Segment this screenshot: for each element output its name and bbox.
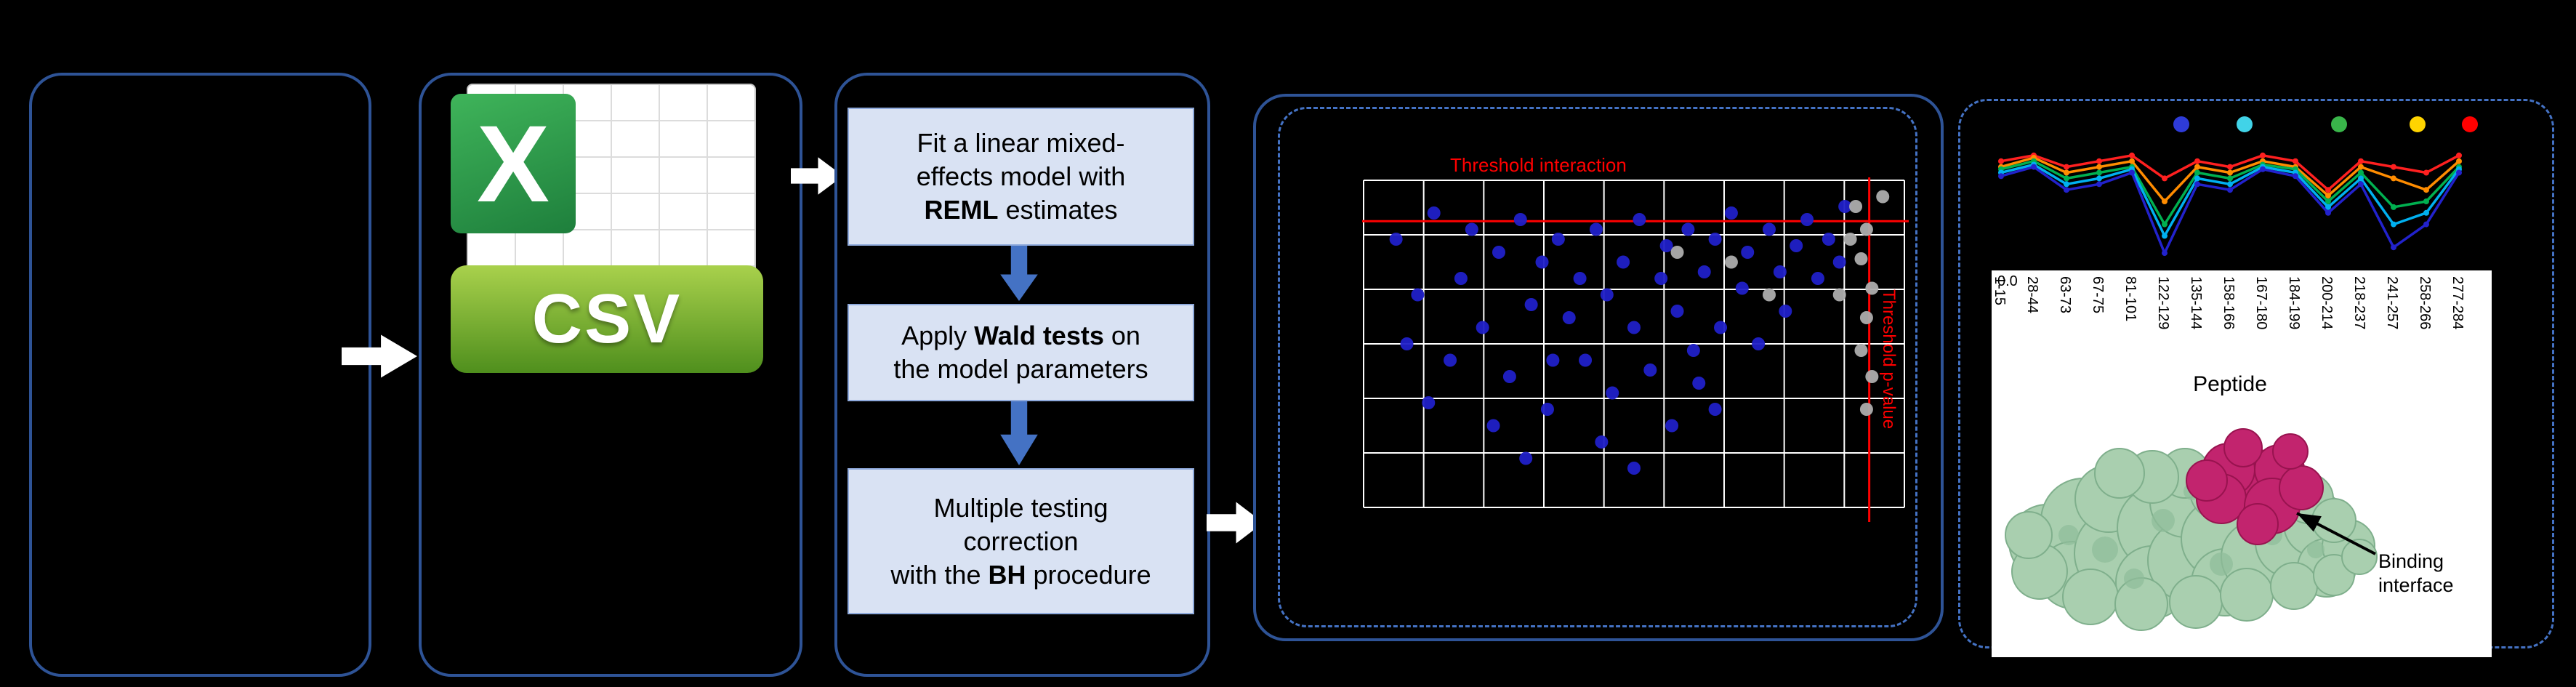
legend-dot-icon <box>2237 116 2253 132</box>
peptide-tick-label: 122-129 <box>2155 276 2171 330</box>
peptide-tick-label: 1-15 <box>1992 276 2008 306</box>
process-step-reml: Fit a linear mixed-effects model with REM… <box>848 108 1194 246</box>
peptide-tick-labels: 1-15 28-44 63-73 67-75 81-101 122-129 135-144 1… <box>1988 276 2497 371</box>
csv-banner-label: CSV <box>531 280 683 358</box>
process-step-bh: Multiple testing correction with the BH pr… <box>848 468 1194 614</box>
process-step-wald: Apply Wald tests on the model parameters <box>848 304 1194 401</box>
volcano-panel-inner-border <box>1278 107 1917 627</box>
peptide-tick-label: 200-214 <box>2319 276 2335 330</box>
peptide-tick-label: 63-73 <box>2057 276 2073 314</box>
peptide-axis-title: Peptide <box>2193 372 2267 396</box>
legend-dot-icon <box>2410 116 2426 132</box>
peptide-tick-label: 167-180 <box>2253 276 2269 330</box>
binding-interface-arrow <box>2296 512 2376 555</box>
volcano-panel <box>1253 94 1944 641</box>
peptide-tick-label: 135-144 <box>2188 276 2204 330</box>
peptide-tick-label: 218-237 <box>2351 276 2367 330</box>
legend-dot-icon <box>2173 116 2189 132</box>
input-data-panel <box>29 73 371 677</box>
peptide-profile-line-chart <box>1998 152 2462 257</box>
threshold-interaction-label: Threshold interaction <box>1450 154 1627 176</box>
legend-dot-icon <box>2331 116 2347 132</box>
peptide-tick-label: 158-166 <box>2221 276 2237 330</box>
peptide-tick-label: 67-75 <box>2090 276 2106 314</box>
y-axis-zero-tick: 0.0 <box>1997 273 2018 289</box>
peptide-tick-label: 81-101 <box>2122 276 2138 322</box>
peptide-tick-label: 184-199 <box>2286 276 2302 330</box>
peptide-tick-label: 28-44 <box>2024 276 2040 314</box>
excel-x-logo: X <box>451 94 576 233</box>
binding-interface-region <box>2186 428 2324 545</box>
volcano-scatter-plot <box>1362 177 1909 522</box>
peptide-tick-label: 258-266 <box>2417 276 2433 330</box>
binding-interface-label: Binding interface <box>2378 550 2454 596</box>
legend-dot-icon <box>2462 116 2478 132</box>
peptide-tick-label: 277-284 <box>2450 276 2466 330</box>
profile-legend-dots <box>1988 116 2497 134</box>
excel-x-letter: X <box>476 102 550 225</box>
csv-file-icon: X CSV <box>451 84 763 374</box>
peptide-tick-label: 241-257 <box>2384 276 2400 330</box>
protein-structure-illustration <box>2005 428 2378 631</box>
csv-banner: CSV <box>451 265 763 373</box>
threshold-pvalue-label: Threshold p-value <box>1879 289 1899 430</box>
